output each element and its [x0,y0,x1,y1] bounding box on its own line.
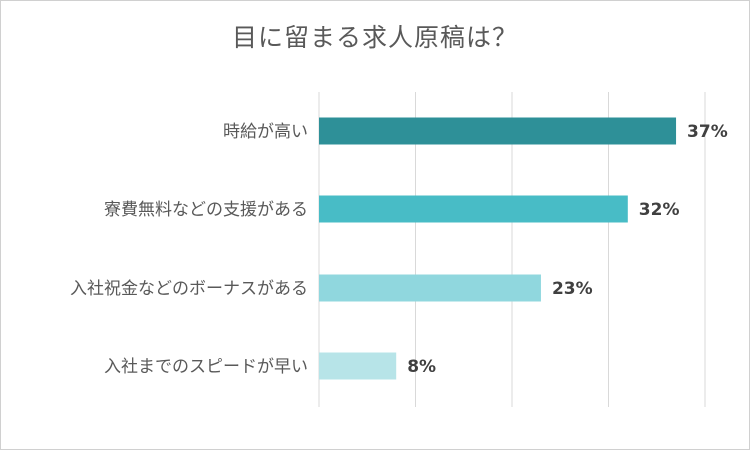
category-label: 時給が高い [223,122,308,142]
bar [319,274,541,302]
value-label: 37% [687,122,728,142]
value-label: 8% [407,357,436,377]
category-label: 寮費無料などの支援がある [104,200,308,220]
chart-title: 目に留まる求人原稿は？ [231,23,518,52]
bar [319,195,628,223]
value-label: 23% [552,279,593,299]
value-label: 32% [639,200,680,220]
category-label: 入社祝金などのボーナスがある [70,279,308,299]
category-label: 入社までのスピードが早い [104,357,308,377]
bar [319,117,677,145]
bar [319,352,397,380]
